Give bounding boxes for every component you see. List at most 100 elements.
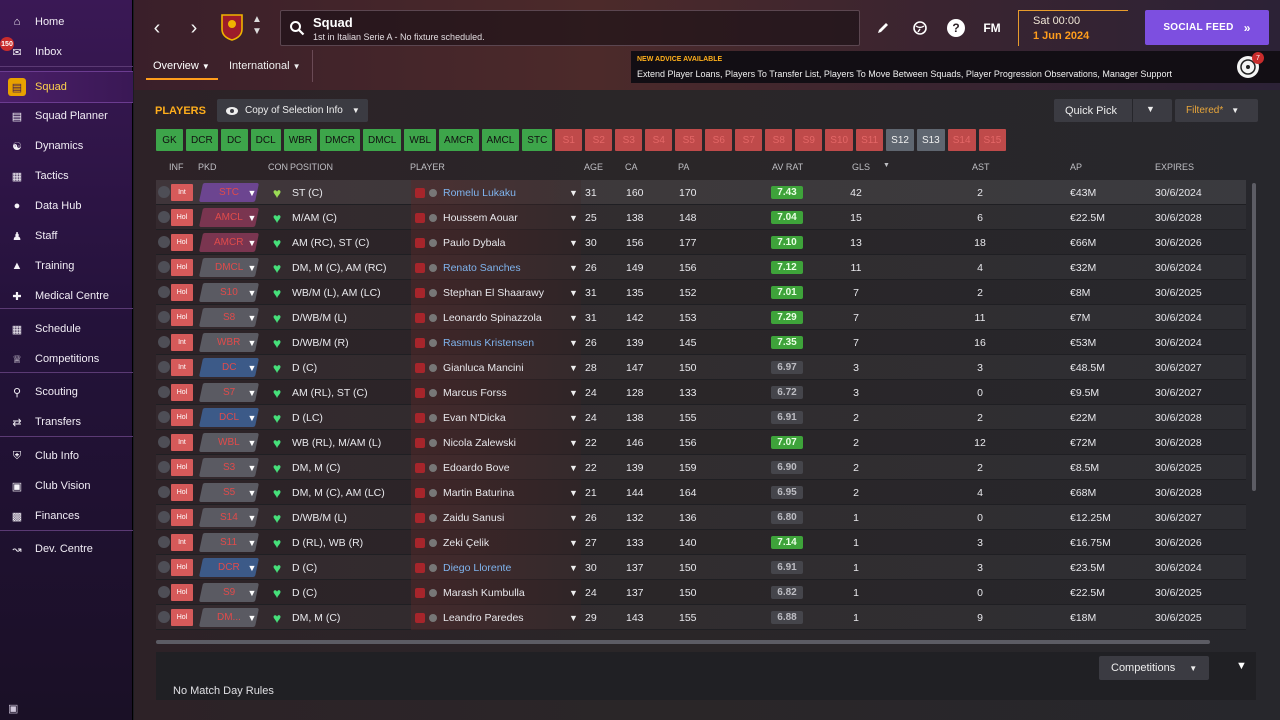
player-name-cell[interactable]: Marcus Forss ▼ (411, 380, 581, 405)
chevron-down-icon[interactable]: ▼ (569, 212, 578, 223)
sidebar-item-competitions[interactable]: ♕ Competitions (0, 344, 133, 374)
table-row[interactable]: Hol AMCL ▼ ♥ M/AM (C) Houssem Aouar ▼ 25 138 148 7… (156, 205, 1246, 230)
player-name[interactable]: Leandro Paredes (443, 611, 524, 624)
chevron-down-icon[interactable]: ▼ (569, 537, 578, 548)
collapse-panel-icon[interactable]: ▼ (1236, 660, 1247, 672)
chevron-down-icon[interactable]: ▼ (569, 562, 578, 573)
chevron-down-icon[interactable]: ▼ (247, 512, 257, 523)
horizontal-scrollbar[interactable] (156, 640, 1210, 644)
position-chip-s5[interactable]: S5 (675, 129, 703, 151)
table-row[interactable]: Int DC ▼ ♥ D (C) Gianluca Mancini ▼ 28 147 150 6.9… (156, 355, 1246, 380)
player-name-cell[interactable]: Zaidu Sanusi ▼ (411, 505, 581, 530)
chevron-down-icon[interactable]: ▼ (247, 387, 257, 398)
table-row[interactable]: Hol AMCR ▼ ♥ AM (RC), ST (C) Paulo Dybala ▼ 30 1… (156, 230, 1246, 255)
table-row[interactable]: Int WBL ▼ ♥ WB (RL), M/AM (L) Nicola Zalewski… (156, 430, 1246, 455)
sidebar-collapse-icon[interactable]: ▣ (8, 703, 19, 715)
club-crest-icon[interactable] (220, 13, 244, 41)
chevron-down-icon[interactable]: ▼ (569, 412, 578, 423)
table-row[interactable]: Hol DCR ▼ ♥ D (C) Diego Llorente ▼ 30 137 150 6.91… (156, 555, 1246, 580)
row-select-checkbox[interactable] (158, 561, 170, 573)
chevron-down-icon[interactable]: ▼ (569, 312, 578, 323)
sidebar-item-training[interactable]: ▲ Training (0, 251, 133, 281)
chevron-down-icon[interactable]: ▼ (569, 262, 578, 273)
position-chip-s14[interactable]: S14 (947, 129, 976, 151)
back-arrow-icon[interactable]: ‹ (153, 16, 161, 39)
col-position[interactable]: POSITION (290, 162, 334, 172)
col-age[interactable]: AGE (584, 162, 604, 172)
row-select-checkbox[interactable] (158, 386, 170, 398)
position-chip-s11[interactable]: S11 (856, 129, 884, 151)
chevron-down-icon[interactable]: ▼ (569, 612, 578, 623)
help-icon[interactable]: ? (945, 17, 967, 39)
sidebar-item-finances[interactable]: ▩ Finances (0, 501, 133, 531)
position-chip-s13[interactable]: S13 (916, 129, 945, 151)
player-name[interactable]: Edoardo Bove (443, 461, 510, 474)
col-con[interactable]: CON (268, 162, 288, 172)
position-chip-s10[interactable]: S10 (825, 129, 854, 151)
copy-selection-button[interactable]: Copy of Selection Info ▼ (217, 99, 368, 122)
player-name-cell[interactable]: Diego Llorente ▼ (411, 555, 581, 580)
player-name[interactable]: Paulo Dybala (443, 236, 506, 249)
advice-banner[interactable]: NEW ADVICE AVAILABLE Extend Player Loans… (631, 51, 1280, 83)
sidebar-item-medical-centre[interactable]: ✚ Medical Centre (0, 281, 133, 311)
row-select-checkbox[interactable] (158, 411, 170, 423)
table-row[interactable]: Hol S3 ▼ ♥ DM, M (C) Edoardo Bove ▼ 22 139 159 6.9… (156, 455, 1246, 480)
position-chip-dmcl[interactable]: DMCL (363, 129, 402, 151)
tab-international[interactable]: International ▼ (229, 60, 301, 72)
sidebar-item-club-info[interactable]: ⛨ Club Info (0, 441, 133, 471)
col-ca[interactable]: CA (625, 162, 638, 172)
player-name-cell[interactable]: Zeki Çelik ▼ (411, 530, 581, 555)
social-feed-button[interactable]: SOCIAL FEED » (1145, 10, 1269, 45)
position-chip-s3[interactable]: S3 (615, 129, 643, 151)
chevron-down-icon[interactable]: ▼ (569, 237, 578, 248)
table-row[interactable]: Hol S14 ▼ ♥ D/WB/M (L) Zaidu Sanusi ▼ 26 132 136 6… (156, 505, 1246, 530)
position-chip-s6[interactable]: S6 (705, 129, 733, 151)
player-name-cell[interactable]: Houssem Aouar ▼ (411, 205, 581, 230)
position-chip-s2[interactable]: S2 (585, 129, 613, 151)
col-player[interactable]: PLAYER (410, 162, 445, 172)
game-date[interactable]: Sat 00:00 1 Jun 2024 (1018, 10, 1128, 46)
row-select-checkbox[interactable] (158, 311, 170, 323)
chevron-down-icon[interactable]: ▼ (247, 612, 257, 623)
player-name[interactable]: Marcus Forss (443, 386, 507, 399)
position-chip-dmcr[interactable]: DMCR (320, 129, 361, 151)
row-select-checkbox[interactable] (158, 461, 170, 473)
player-name-cell[interactable]: Leandro Paredes ▼ (411, 605, 581, 630)
row-select-checkbox[interactable] (158, 511, 170, 523)
player-name-cell[interactable]: Edoardo Bove ▼ (411, 455, 581, 480)
player-name[interactable]: Evan N'Dicka (443, 411, 506, 424)
position-chip-dc[interactable]: DC (220, 129, 248, 151)
row-select-checkbox[interactable] (158, 261, 170, 273)
position-chip-gk[interactable]: GK (156, 129, 183, 151)
player-name[interactable]: Martin Baturina (443, 486, 515, 499)
row-select-checkbox[interactable] (158, 361, 170, 373)
row-select-checkbox[interactable] (158, 486, 170, 498)
position-chip-s4[interactable]: S4 (645, 129, 673, 151)
chevron-down-icon[interactable]: ▼ (569, 187, 578, 198)
position-chip-s8[interactable]: S8 (765, 129, 793, 151)
row-select-checkbox[interactable] (158, 611, 170, 623)
chevron-down-icon[interactable]: ▼ (247, 437, 257, 448)
row-select-checkbox[interactable] (158, 586, 170, 598)
col-gls[interactable]: GLS (852, 162, 871, 172)
col-av-rat[interactable]: AV RAT (772, 162, 804, 172)
chevron-down-icon[interactable]: ▼ (247, 537, 257, 548)
chevron-down-icon[interactable]: ▼ (247, 587, 257, 598)
position-chip-stc[interactable]: STC (522, 129, 553, 151)
player-name[interactable]: Romelu Lukaku (443, 186, 516, 199)
col-pa[interactable]: PA (678, 162, 690, 172)
row-select-checkbox[interactable] (158, 186, 170, 198)
world-settings-icon[interactable] (909, 17, 931, 39)
position-chip-wbl[interactable]: WBL (404, 129, 437, 151)
player-name[interactable]: Leonardo Spinazzola (443, 311, 542, 324)
player-name[interactable]: Zeki Çelik (443, 536, 490, 549)
chevron-down-icon[interactable]: ▼ (247, 487, 257, 498)
chevron-down-icon[interactable]: ▼ (569, 512, 578, 523)
vertical-scrollbar[interactable] (1252, 183, 1256, 491)
player-name[interactable]: Renato Sanches (443, 261, 521, 274)
player-name[interactable]: Gianluca Mancini (443, 361, 524, 374)
tab-overview[interactable]: Overview ▼ (153, 60, 210, 72)
player-name-cell[interactable]: Paulo Dybala ▼ (411, 230, 581, 255)
player-name[interactable]: Diego Llorente (443, 561, 512, 574)
chevron-down-icon[interactable]: ▼ (569, 362, 578, 373)
